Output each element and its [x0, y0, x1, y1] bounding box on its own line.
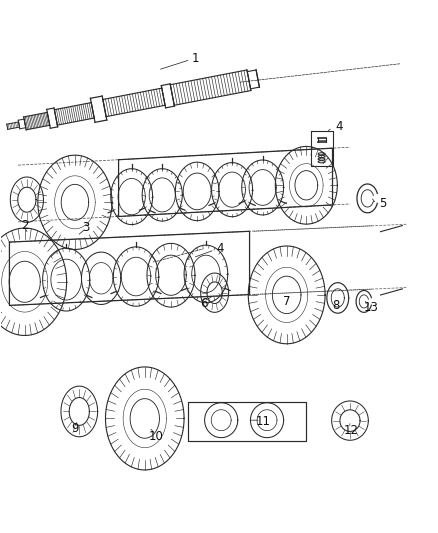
- Text: 4: 4: [336, 120, 343, 133]
- Text: 2: 2: [21, 219, 28, 231]
- Text: 4: 4: [216, 241, 224, 255]
- Text: 3: 3: [82, 221, 89, 233]
- Text: 1: 1: [191, 52, 199, 64]
- Text: 5: 5: [379, 197, 386, 209]
- Text: 11: 11: [256, 415, 271, 428]
- Text: 13: 13: [364, 301, 378, 313]
- Text: 10: 10: [148, 430, 163, 443]
- Text: 6: 6: [200, 297, 208, 310]
- Text: 8: 8: [332, 300, 340, 312]
- Text: 7: 7: [283, 295, 290, 308]
- Text: 12: 12: [343, 424, 358, 437]
- Text: 9: 9: [71, 423, 79, 435]
